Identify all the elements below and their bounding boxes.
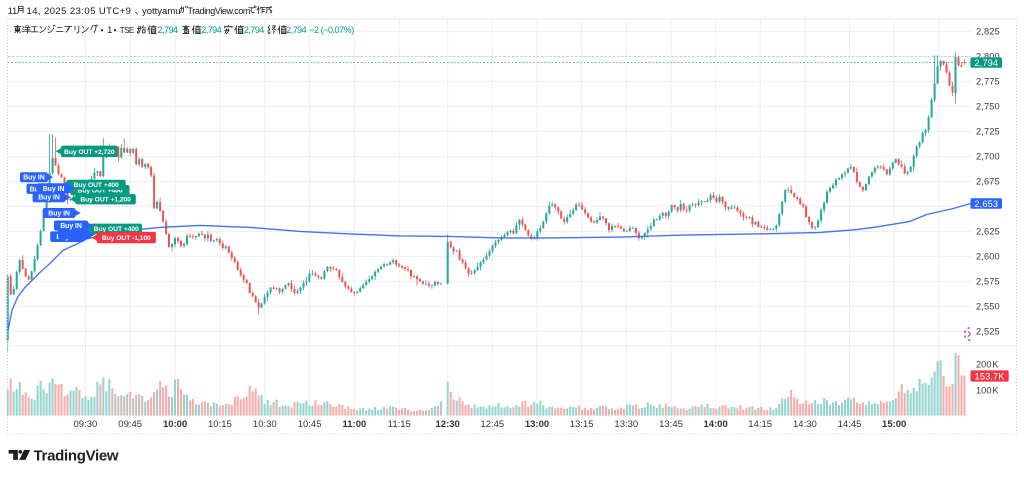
svg-text:2,794: 2,794 (244, 25, 264, 35)
svg-text:Buy OUT -1,100: Buy OUT -1,100 (102, 235, 151, 242)
svg-text:Buy IN: Buy IN (48, 210, 70, 217)
svg-text:11: 11 (8, 6, 17, 16)
svg-text:Buy IN: Buy IN (23, 175, 45, 182)
svg-text:1: 1 (107, 25, 112, 35)
svg-text:2,794: 2,794 (201, 25, 221, 35)
svg-text:14:00: 14:00 (703, 419, 727, 430)
svg-text:13:15: 13:15 (570, 419, 594, 430)
svg-text:TradingView.com: TradingView.com (188, 6, 251, 16)
svg-text:11:00: 11:00 (343, 419, 367, 430)
svg-text:12:45: 12:45 (480, 419, 504, 430)
svg-text:153.7K: 153.7K (975, 371, 1006, 381)
svg-text:Buy OUT +2,720: Buy OUT +2,720 (64, 149, 115, 156)
svg-text:14:45: 14:45 (838, 419, 862, 430)
svg-text:2,700: 2,700 (976, 152, 1000, 162)
svg-text:11:15: 11:15 (388, 419, 411, 430)
svg-text:09:30: 09:30 (74, 419, 98, 430)
svg-text:TradingView: TradingView (34, 447, 119, 464)
svg-text:2,794: 2,794 (286, 25, 306, 35)
svg-text:10:45: 10:45 (298, 419, 322, 430)
svg-text:2,794: 2,794 (974, 58, 998, 68)
svg-text:10:30: 10:30 (253, 419, 277, 430)
svg-text:12:30: 12:30 (436, 419, 460, 430)
svg-text:Buy OUT +400: Buy OUT +400 (74, 182, 119, 189)
svg-text:Buy OUT +400: Buy OUT +400 (94, 226, 139, 233)
svg-text:Buy IN: Buy IN (43, 186, 65, 193)
svg-text:14:15: 14:15 (748, 419, 772, 430)
svg-text:100 K: 100 K (976, 385, 999, 395)
svg-text:2,625: 2,625 (976, 227, 1000, 237)
svg-text:200 K: 200 K (976, 359, 999, 369)
svg-text:15:00: 15:00 (882, 419, 906, 430)
svg-text:TSE: TSE (120, 26, 134, 35)
svg-text:2,725: 2,725 (976, 127, 1000, 137)
svg-text:2,750: 2,750 (976, 102, 1000, 112)
svg-text:14, 2025 23:05 UTC+9: 14, 2025 23:05 UTC+9 (27, 6, 132, 17)
svg-text:2,775: 2,775 (976, 77, 1000, 87)
svg-text:14:30: 14:30 (793, 419, 817, 430)
svg-text:2,825: 2,825 (976, 27, 1000, 37)
svg-text:yottyamu: yottyamu (142, 6, 181, 17)
svg-text:2,794: 2,794 (158, 25, 178, 35)
svg-text:Buy IN: Buy IN (38, 195, 60, 202)
svg-text:09:45: 09:45 (118, 419, 142, 430)
svg-text:Buy OUT +1,200: Buy OUT +1,200 (80, 197, 131, 204)
svg-text:2,800: 2,800 (976, 52, 1000, 62)
svg-text:2,600: 2,600 (976, 252, 1000, 262)
svg-text:2,575: 2,575 (976, 277, 1000, 287)
svg-text:Buy OUT +400: Buy OUT +400 (77, 188, 122, 195)
svg-text:13:45: 13:45 (659, 419, 683, 430)
svg-text:13:30: 13:30 (614, 419, 638, 430)
svg-text:2,675: 2,675 (976, 177, 1000, 187)
svg-text:Buy IN: Buy IN (60, 223, 82, 230)
svg-text:2,653: 2,653 (974, 199, 998, 209)
svg-text:10:15: 10:15 (208, 419, 232, 430)
svg-text:2,550: 2,550 (976, 302, 1000, 312)
svg-text:13:00: 13:00 (525, 419, 549, 430)
svg-text:2,525: 2,525 (976, 327, 1000, 337)
svg-text:10:00: 10:00 (163, 419, 187, 430)
svg-text:−2 (−0.07%): −2 (−0.07%) (309, 25, 354, 35)
